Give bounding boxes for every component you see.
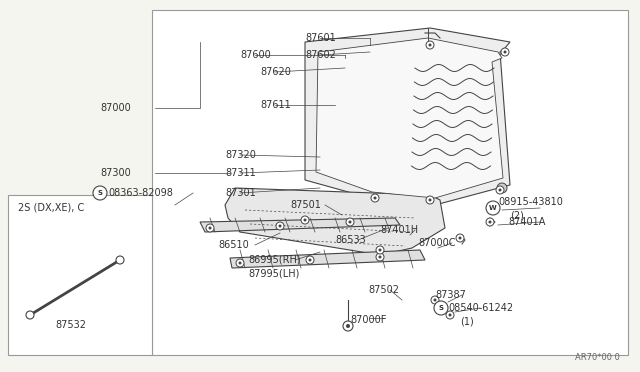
Circle shape	[236, 259, 244, 267]
Circle shape	[429, 199, 431, 202]
Text: 87611: 87611	[260, 100, 291, 110]
Text: 87602: 87602	[305, 50, 336, 60]
Polygon shape	[305, 28, 510, 205]
Circle shape	[346, 324, 350, 328]
Circle shape	[306, 256, 314, 264]
Bar	[8, 195, 152, 355]
Circle shape	[209, 227, 211, 230]
Circle shape	[433, 298, 436, 301]
Text: 2S (DX,XE), C: 2S (DX,XE), C	[18, 203, 84, 213]
Circle shape	[431, 296, 439, 304]
Bar	[152, 10, 628, 355]
Text: 87501: 87501	[290, 200, 321, 210]
Text: 86995(RH): 86995(RH)	[248, 255, 301, 265]
Circle shape	[346, 218, 354, 226]
Text: 87532: 87532	[55, 320, 86, 330]
Text: 87311: 87311	[225, 168, 256, 178]
Text: 87620: 87620	[260, 67, 291, 77]
Circle shape	[371, 194, 379, 202]
Circle shape	[303, 218, 307, 221]
Circle shape	[488, 221, 492, 224]
Circle shape	[496, 186, 504, 194]
Text: AR70*00 0: AR70*00 0	[575, 353, 620, 362]
Text: S: S	[97, 190, 102, 196]
Circle shape	[301, 216, 309, 224]
Circle shape	[446, 311, 454, 319]
Text: 87320: 87320	[225, 150, 256, 160]
Circle shape	[504, 51, 506, 54]
Circle shape	[378, 248, 381, 251]
Text: W: W	[489, 205, 497, 211]
Circle shape	[26, 311, 34, 319]
Circle shape	[278, 224, 282, 228]
Text: S: S	[438, 305, 444, 311]
Text: 87401A: 87401A	[508, 217, 545, 227]
Text: 87000: 87000	[100, 103, 131, 113]
Circle shape	[378, 256, 381, 259]
Polygon shape	[316, 38, 503, 198]
Polygon shape	[200, 218, 400, 232]
Circle shape	[93, 186, 107, 200]
Circle shape	[458, 237, 461, 240]
Circle shape	[116, 256, 124, 264]
Circle shape	[486, 201, 500, 215]
Circle shape	[434, 301, 448, 315]
Text: (1): (1)	[460, 316, 474, 326]
Circle shape	[426, 196, 434, 204]
Text: 08915-43810: 08915-43810	[498, 197, 563, 207]
Polygon shape	[225, 188, 445, 255]
Circle shape	[374, 196, 376, 199]
Circle shape	[501, 48, 509, 56]
Circle shape	[276, 222, 284, 230]
Text: 86510: 86510	[218, 240, 249, 250]
Circle shape	[376, 246, 384, 254]
Circle shape	[486, 218, 494, 226]
Circle shape	[349, 221, 351, 224]
Text: 87000F: 87000F	[350, 315, 387, 325]
Circle shape	[449, 314, 451, 317]
Circle shape	[456, 234, 464, 242]
Text: 87600: 87600	[240, 50, 271, 60]
Circle shape	[308, 259, 312, 262]
Polygon shape	[230, 250, 425, 268]
Circle shape	[376, 253, 384, 261]
Text: 87502: 87502	[368, 285, 399, 295]
Circle shape	[206, 224, 214, 232]
Text: 87000C: 87000C	[418, 238, 456, 248]
Circle shape	[343, 321, 353, 331]
Circle shape	[426, 41, 434, 49]
Circle shape	[429, 44, 431, 46]
Text: 86533: 86533	[335, 235, 365, 245]
Circle shape	[497, 183, 507, 193]
Text: 87995(LH): 87995(LH)	[248, 268, 300, 278]
Circle shape	[499, 189, 502, 192]
Text: 87387: 87387	[435, 290, 466, 300]
Circle shape	[239, 262, 241, 264]
Text: 87401H: 87401H	[380, 225, 418, 235]
Text: (2): (2)	[510, 210, 524, 220]
Text: 08540-61242: 08540-61242	[448, 303, 513, 313]
Text: 87301: 87301	[225, 188, 256, 198]
Text: 87601: 87601	[305, 33, 336, 43]
Text: 08363-82098: 08363-82098	[108, 188, 173, 198]
Text: 87300: 87300	[100, 168, 131, 178]
